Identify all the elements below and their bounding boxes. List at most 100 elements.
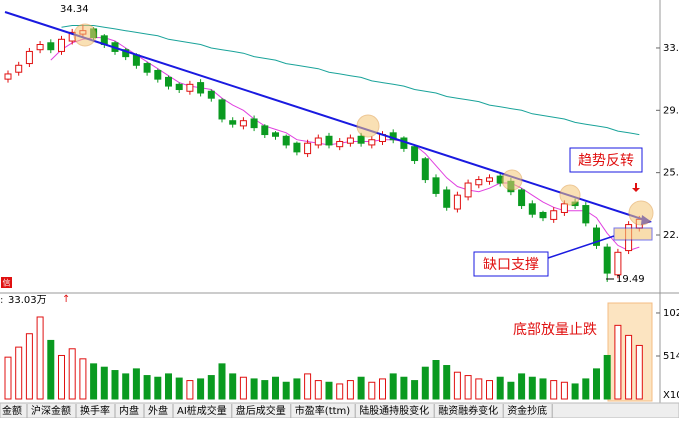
tab-label[interactable]: 市盈率(ttm) (295, 404, 350, 417)
volume-bar (325, 381, 333, 400)
candle-body (539, 211, 547, 219)
tab-label[interactable]: 内盘 (119, 404, 139, 417)
candle-body (197, 82, 205, 94)
up-arrow (632, 183, 640, 192)
y-tick-label: 33.0 (663, 43, 679, 54)
y-tick-label: 22.2 (663, 230, 679, 241)
volume-bar (15, 346, 23, 400)
y-tick-label: 25.8 (663, 168, 679, 179)
candle-body (336, 140, 344, 148)
volume-bar (464, 375, 472, 400)
candle-body (357, 135, 365, 144)
candle-body (293, 142, 301, 153)
volume-bar (4, 356, 12, 400)
candle-body (560, 203, 568, 213)
candle-body (453, 194, 461, 210)
volume-bar (197, 378, 205, 400)
volume-bar (165, 373, 172, 400)
y-tick-label: 102 (663, 308, 679, 319)
candle-body (304, 142, 312, 155)
volume-bar (475, 378, 483, 400)
candle-body (261, 125, 269, 136)
candle-body (314, 137, 322, 146)
volume-bar (186, 380, 194, 400)
volume-bar (261, 380, 269, 400)
candle-body (58, 38, 65, 52)
volume-bar (293, 378, 301, 400)
volume-bar (507, 381, 515, 400)
volume-legend: 33.03万 (8, 295, 47, 306)
volume-bar (304, 373, 312, 400)
candle-body (186, 83, 194, 92)
annotation: 底部放量止跌 (513, 322, 597, 338)
volume-bar (432, 360, 440, 400)
tab-label[interactable]: 陆股通持股变化 (359, 404, 429, 417)
candle-body (47, 42, 55, 51)
volume-bar (111, 370, 119, 400)
volume-bar (625, 334, 633, 400)
marks: 33.0 29.4 25.8 22.2 102 514 (4, 24, 679, 400)
volume-bar (90, 363, 98, 400)
volume-bar (250, 378, 258, 400)
candle-body (550, 210, 558, 220)
volume-bar (132, 368, 140, 400)
tab-label[interactable]: 融资融券变化 (438, 404, 498, 417)
candle-body (614, 251, 622, 276)
volume-bar (486, 380, 493, 400)
volume-bar (496, 376, 504, 400)
candle-body (165, 76, 172, 87)
volume-bar (550, 380, 558, 400)
volume-bar (154, 376, 162, 400)
highlight-circle (73, 23, 97, 47)
candle-body (593, 227, 600, 246)
candle-body (143, 63, 151, 73)
candle-body (528, 203, 536, 215)
volume-bar (282, 381, 290, 400)
candle-body (432, 177, 440, 194)
candle-body (518, 189, 526, 207)
volume-bar (175, 377, 183, 400)
volume-bar (229, 373, 237, 400)
volume-bar (336, 383, 344, 400)
gap-box (613, 227, 653, 241)
tab-label[interactable]: 换手率 (80, 404, 110, 417)
candle-body (207, 90, 215, 99)
highlight-circle (356, 114, 380, 138)
candle-body (175, 83, 183, 91)
volume-bar (58, 354, 65, 400)
volume-bar (614, 324, 622, 400)
volume-bar (560, 381, 568, 400)
annotation: 缺口支撑 (483, 257, 539, 273)
volume-bar (346, 380, 354, 400)
candle-body (250, 118, 258, 129)
volume-legend-arrow: ↑ (62, 294, 70, 305)
candle-body (486, 177, 493, 182)
tab-label[interactable]: 金额 (2, 404, 22, 417)
moving-average-line (50, 37, 640, 252)
highlight-circle (559, 184, 581, 206)
tab-label[interactable]: 盘后成交量 (236, 404, 286, 417)
volume-unit: X10 (663, 390, 679, 401)
candle-body (443, 189, 451, 208)
low-label: 19.49 (616, 274, 645, 285)
volume-bar (218, 363, 226, 400)
moving-average-line (61, 25, 640, 136)
tab-label[interactable]: AI桩成交量 (177, 404, 227, 417)
candle-body (603, 246, 611, 274)
candle-body (132, 54, 140, 66)
candle-body (475, 179, 483, 186)
tabs: 金额 沪深金额 换手率 内盘 外盘 AI桩成交量 盘后成交量 市盈率(ttm) 陆股通持股变化融… (2, 404, 553, 418)
volume-bar (603, 354, 611, 400)
tab-label[interactable]: 沪深金额 (31, 404, 71, 417)
volume-bar (314, 380, 322, 400)
candle-body (325, 135, 333, 146)
volume-bar (593, 368, 600, 400)
candle-body (218, 99, 226, 120)
volume-bar (207, 375, 215, 400)
annotation-box (473, 251, 549, 277)
candle-body (411, 146, 419, 162)
candle-body (229, 120, 237, 125)
tab-label[interactable]: 外盘 (148, 404, 168, 417)
tab-label[interactable]: 资金抄底 (507, 404, 547, 417)
